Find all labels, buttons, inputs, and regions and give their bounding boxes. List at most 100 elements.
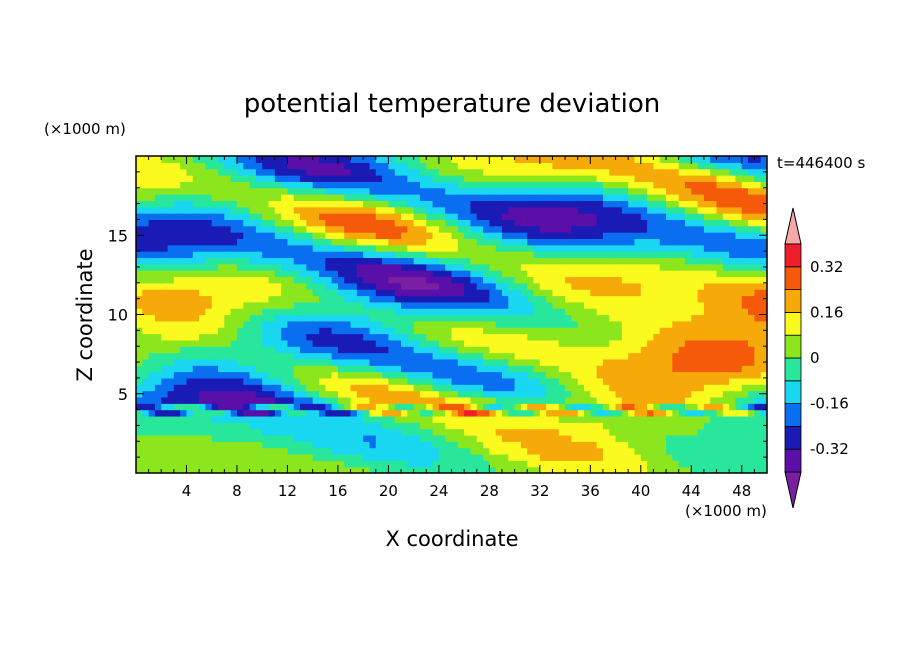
field-cell	[287, 466, 295, 473]
field-cell	[596, 206, 604, 214]
field-cell	[312, 301, 320, 309]
field-cell	[451, 333, 459, 341]
field-cell	[666, 466, 673, 473]
field-cell	[552, 187, 560, 195]
field-cell	[476, 409, 484, 417]
field-cell	[748, 460, 755, 468]
field-cell	[224, 232, 232, 240]
field-cell	[552, 251, 560, 259]
field-cell	[640, 251, 648, 259]
field-cell	[495, 352, 503, 360]
field-cell	[344, 320, 352, 328]
field-cell	[489, 441, 497, 449]
field-cell	[596, 181, 604, 189]
field-cell	[356, 460, 364, 468]
field-cell	[167, 333, 175, 341]
field-cell	[577, 276, 585, 284]
field-cell	[173, 365, 181, 373]
field-cell	[142, 225, 150, 233]
field-cell	[697, 175, 705, 182]
field-cell	[634, 466, 642, 473]
field-cell	[691, 206, 699, 214]
field-cell	[318, 339, 326, 347]
field-cell	[236, 175, 244, 182]
field-cell	[470, 282, 478, 290]
field-cell	[558, 162, 566, 170]
field-cell	[154, 466, 162, 473]
field-cell	[262, 428, 270, 436]
field-cell	[741, 270, 749, 278]
field-cell	[703, 365, 711, 373]
field-cell	[218, 301, 225, 309]
field-cell	[489, 403, 497, 411]
field-cell	[199, 320, 207, 328]
field-cell	[337, 358, 345, 366]
field-cell	[312, 156, 320, 163]
field-cell	[375, 365, 383, 373]
field-cell	[375, 175, 383, 182]
field-cell	[735, 282, 743, 290]
field-cell	[501, 238, 509, 246]
field-cell	[192, 263, 200, 271]
field-cell	[236, 251, 244, 259]
field-cell	[306, 371, 314, 379]
field-cell	[287, 251, 295, 259]
field-cell	[255, 447, 263, 455]
field-cell	[293, 333, 301, 341]
field-cell	[684, 409, 692, 417]
field-cell	[678, 219, 686, 227]
field-cell	[407, 301, 415, 309]
field-cell	[350, 308, 358, 316]
field-cell	[407, 428, 415, 436]
field-cell	[533, 257, 541, 265]
field-cell	[470, 333, 478, 341]
field-cell	[407, 377, 415, 385]
field-cell	[546, 403, 554, 411]
field-cell	[268, 441, 276, 449]
field-cell	[306, 390, 314, 398]
field-cell	[432, 358, 440, 366]
field-cell	[407, 352, 415, 360]
field-cell	[432, 200, 440, 208]
field-cell	[205, 295, 213, 303]
field-cell	[470, 194, 478, 201]
field-cell	[419, 301, 427, 309]
field-cell	[388, 422, 396, 430]
field-cell	[760, 301, 767, 309]
field-cell	[546, 244, 554, 252]
field-cell	[520, 346, 528, 354]
field-cell	[331, 434, 339, 442]
field-cell	[659, 276, 667, 284]
field-cell	[684, 384, 692, 392]
field-cell	[173, 403, 181, 411]
field-cell	[691, 289, 699, 297]
field-cell	[722, 181, 730, 189]
field-cell	[640, 263, 648, 271]
field-cell	[331, 460, 339, 468]
field-cell	[748, 453, 755, 461]
field-cell	[186, 320, 194, 328]
field-cell	[218, 225, 225, 233]
field-cell	[236, 282, 244, 290]
field-cell	[426, 333, 434, 341]
field-cell	[293, 327, 301, 335]
field-cell	[287, 181, 295, 189]
field-cell	[268, 213, 276, 220]
field-cell	[741, 441, 749, 449]
field-cell	[401, 466, 408, 473]
field-cell	[634, 460, 642, 468]
field-cell	[520, 289, 528, 297]
field-cell	[697, 238, 705, 246]
field-cell	[678, 225, 686, 233]
field-cell	[653, 168, 661, 176]
field-cell	[262, 225, 270, 233]
field-cell	[154, 396, 162, 404]
field-cell	[735, 447, 743, 455]
field-cell	[243, 270, 251, 278]
field-cell	[584, 371, 591, 379]
field-cell	[615, 225, 623, 233]
field-cell	[703, 384, 711, 392]
field-cell	[394, 314, 402, 322]
field-cell	[325, 384, 333, 392]
field-cell	[716, 377, 724, 385]
